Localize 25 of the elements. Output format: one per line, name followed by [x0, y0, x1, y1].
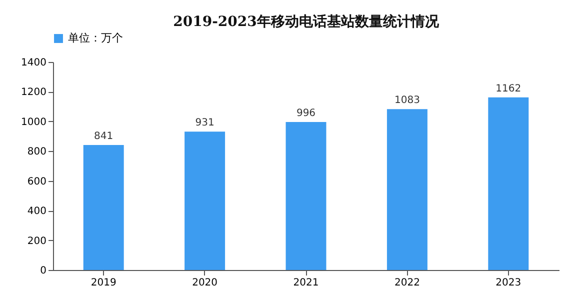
chart-title: 2019-2023年移动电话基站数量统计情况 [173, 13, 440, 30]
data-label: 996 [296, 108, 316, 120]
x-tick-label: 2021 [293, 278, 319, 288]
bar [286, 122, 326, 270]
bar [83, 145, 124, 270]
bar [386, 109, 428, 270]
y-tick-label: 600 [27, 176, 46, 188]
y-tick-label: 200 [27, 236, 46, 247]
y-tick-label: 400 [27, 206, 46, 218]
data-label: 1162 [496, 83, 522, 94]
x-tick-label: 2023 [496, 278, 522, 288]
x-tick-label: 2019 [90, 278, 116, 288]
bar [488, 97, 529, 270]
data-label: 931 [195, 118, 214, 129]
y-tick-label: 0 [40, 266, 46, 276]
data-label: 841 [94, 131, 114, 142]
bar [184, 132, 226, 270]
y-tick-label: 800 [27, 146, 46, 158]
data-label: 1083 [394, 95, 420, 106]
x-tick-label: 2022 [394, 278, 420, 288]
x-tick-label: 2020 [192, 278, 218, 288]
y-tick-label: 1400 [21, 58, 46, 68]
legend-label: 单位：万个 [68, 32, 123, 44]
y-tick-label: 1000 [21, 116, 46, 128]
y-tick-label: 1200 [21, 87, 46, 98]
